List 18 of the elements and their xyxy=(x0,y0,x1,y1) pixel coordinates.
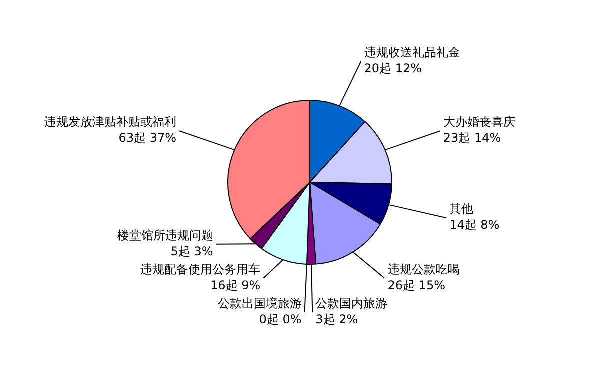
text: 0起 0% xyxy=(259,312,302,327)
data-label: 3起 2% xyxy=(316,312,358,327)
data-label: 14起 8% xyxy=(450,218,500,232)
slice-label: 大办婚丧喜庆 xyxy=(443,115,516,130)
data-label: 16起 9% xyxy=(210,278,261,293)
slice-label: 公款国内旅游 xyxy=(316,296,388,311)
slice-label: 楼堂馆所违规问题 xyxy=(117,228,214,243)
category-label: 公款出国境旅游 xyxy=(218,296,302,311)
data-label: 23起 14% xyxy=(443,131,502,146)
slice-label: 违规收送礼品礼金 xyxy=(364,45,460,60)
data-label: 26起 15% xyxy=(388,278,446,293)
data-label: 20起 12% xyxy=(364,61,422,76)
slice-label: 违规发放津贴补贴或福利 xyxy=(44,115,177,130)
data-label: 63起 37% xyxy=(118,131,177,146)
slice-label: 违规配备使用公务用车 xyxy=(140,262,261,277)
data-label: 5起 3% xyxy=(170,244,214,259)
slice-label: 违规公款吃喝 xyxy=(388,262,460,277)
slice-label: 其他 xyxy=(450,202,474,216)
